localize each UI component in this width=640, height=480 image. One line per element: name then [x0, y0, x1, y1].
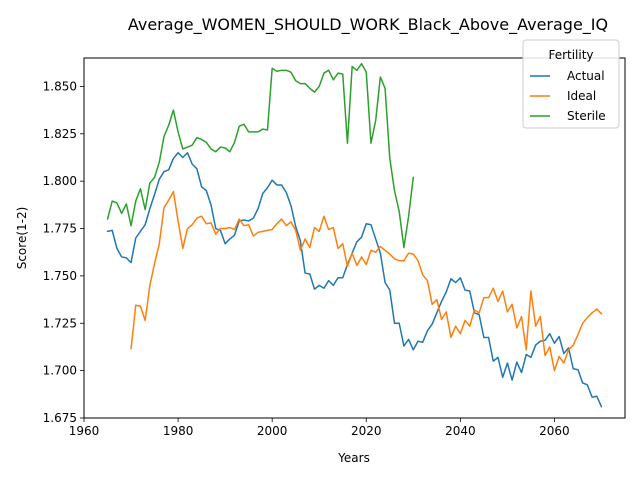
x-tick-label: 2040	[445, 424, 476, 438]
y-tick-label: 1.850	[43, 79, 77, 93]
series-line-sterile	[106, 62, 415, 249]
x-tick-label: 2060	[539, 424, 570, 438]
legend-title: Fertility	[548, 48, 593, 62]
y-tick-label: 1.700	[43, 364, 77, 378]
x-tick-label: 1960	[69, 424, 100, 438]
y-tick-label: 1.750	[43, 269, 77, 283]
x-axis: 1960 1980 2000 2020 2040 2060	[69, 418, 570, 438]
y-tick-label: 1.825	[43, 127, 77, 141]
x-axis-label: Years	[337, 451, 370, 465]
y-tick-label: 1.800	[43, 174, 77, 188]
legend-label-sterile: Sterile	[567, 109, 606, 123]
legend-label-ideal: Ideal	[567, 89, 596, 103]
y-tick-label: 1.725	[43, 316, 77, 330]
legend-label-actual: Actual	[567, 69, 605, 83]
legend-box	[522, 39, 620, 129]
series-line-ideal	[130, 190, 603, 372]
x-tick-label: 2020	[351, 424, 382, 438]
series-line-actual	[106, 151, 603, 408]
chart-title: Average_WOMEN_SHOULD_WORK_Black_Above_Av…	[128, 15, 608, 35]
series-layer	[106, 62, 603, 408]
legend: Fertility Actual Ideal Sterile	[522, 39, 620, 129]
y-axis-label: Score(1-2)	[15, 207, 29, 270]
y-axis: 1.675 1.700 1.725 1.750 1.775 1.800 1.825 1.850	[43, 79, 84, 425]
x-tick-label: 2000	[257, 424, 288, 438]
y-tick-label: 1.675	[43, 411, 77, 425]
plot-frame	[83, 57, 626, 419]
y-tick-label: 1.775	[43, 222, 77, 236]
x-tick-label: 1980	[163, 424, 194, 438]
